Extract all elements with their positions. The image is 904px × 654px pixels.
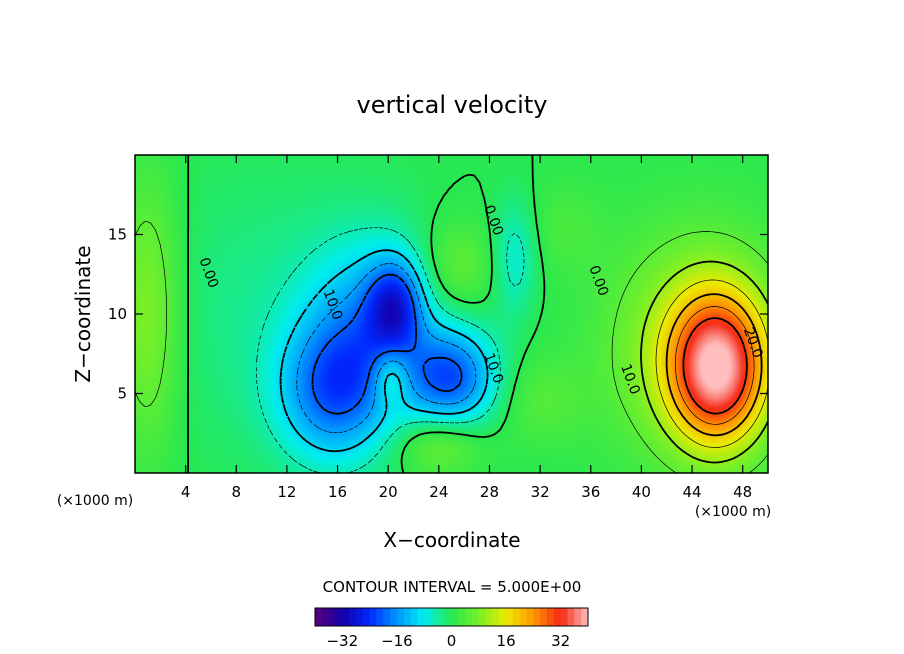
colorbar-cell <box>369 608 377 626</box>
colorbar-tick-label: −32 <box>326 632 358 650</box>
colorbar-cell <box>451 608 459 626</box>
colorbar-cell <box>526 608 534 626</box>
colorbar-cell <box>335 608 343 626</box>
contour-interval-text: CONTOUR INTERVAL = 5.000E+00 <box>323 578 582 596</box>
colorbar-cell <box>485 608 493 626</box>
colorbar-cell <box>471 608 480 626</box>
colorbar-cell <box>499 608 507 626</box>
contour-30 <box>682 317 748 415</box>
contour-5 <box>135 220 768 473</box>
colorbar-cell <box>403 608 412 626</box>
colorbar-cell <box>519 608 528 626</box>
colorbar-cell <box>376 608 384 626</box>
colorbar-cell <box>362 608 371 626</box>
x-tick-label: 32 <box>531 483 550 501</box>
colorbar-cell <box>321 608 330 626</box>
x-tick-label: 16 <box>328 483 347 501</box>
colorbar-cell <box>417 608 425 626</box>
colorbar-cell <box>492 608 500 626</box>
colorbar-cell <box>540 608 548 626</box>
colorbar-cell <box>444 608 452 626</box>
y-tick-label: 15 <box>108 226 127 244</box>
contour--10 <box>279 249 489 453</box>
x-tick-label: 12 <box>277 483 296 501</box>
colorbar-tick-label: 32 <box>551 632 570 650</box>
colorbar-cell <box>581 608 589 626</box>
contour--20 <box>311 273 463 415</box>
colorbar-cell <box>342 608 350 626</box>
colorbar-cell <box>349 608 357 626</box>
x-tick-label: 48 <box>733 483 752 501</box>
y-axis-ticks: 5 10 15 <box>108 226 768 403</box>
x-tick-label: 20 <box>379 483 398 501</box>
colorbar-cell <box>410 608 418 626</box>
colorbar-cell <box>431 608 439 626</box>
contour-0 <box>187 155 546 473</box>
colorbar-cell <box>328 608 336 626</box>
colorbar-cell <box>383 608 391 626</box>
x-tick-label: 24 <box>429 483 448 501</box>
x-tick-label: 44 <box>682 483 701 501</box>
x-axis-label: X−coordinate <box>383 528 520 552</box>
colorbar-cell <box>396 608 405 626</box>
contour-10 <box>640 260 768 464</box>
x-unit-left: (×1000 m) <box>57 493 133 509</box>
contour-20 <box>665 293 763 437</box>
colorbar-tick-label: 0 <box>447 632 457 650</box>
colorbar-tick-label: 16 <box>497 632 516 650</box>
x-tick-label: 8 <box>232 483 242 501</box>
colorbar-ticks: −32 −16 0 16 32 <box>326 632 570 650</box>
contour-lines <box>135 155 768 473</box>
contour-15 <box>655 279 768 448</box>
contour--5 <box>256 227 525 473</box>
x-tick-label: 36 <box>581 483 600 501</box>
colorbar-frame <box>314 607 589 627</box>
colorbar-cell <box>506 608 514 626</box>
colorbar-cell <box>553 608 562 626</box>
colorbar-tick-label: −16 <box>381 632 413 650</box>
colorbar <box>314 607 589 627</box>
x-axis-ticks: 4 8 12 16 20 24 28 32 36 40 44 48 <box>181 155 752 501</box>
y-tick-label: 5 <box>117 385 127 403</box>
x-tick-label: 4 <box>181 483 191 501</box>
y-tick-label: 10 <box>108 305 127 323</box>
colorbar-cell <box>390 608 398 626</box>
colorbar-cell <box>512 608 521 626</box>
colorbar-cell <box>424 608 432 626</box>
velocity-field <box>135 155 768 473</box>
colorbar-cell <box>567 608 575 626</box>
x-tick-label: 28 <box>480 483 499 501</box>
colorbar-cell <box>355 608 364 626</box>
colorbar-cell <box>574 608 582 626</box>
colorbar-cell <box>315 608 323 626</box>
contour--15 <box>296 263 477 434</box>
colorbar-cell <box>458 608 466 626</box>
y-axis-label: Z−coordinate <box>71 245 95 382</box>
colorbar-cell <box>533 608 541 626</box>
colorbar-cell <box>560 608 569 626</box>
colorbar-cell <box>547 608 555 626</box>
chart-title: vertical velocity <box>357 91 548 119</box>
field-raster <box>135 155 768 473</box>
contour-25 <box>674 306 755 425</box>
x-unit-right: (×1000 m) <box>695 504 771 520</box>
colorbar-cell <box>437 608 446 626</box>
colorbar-cell <box>465 608 473 626</box>
x-tick-label: 40 <box>632 483 651 501</box>
colorbar-cell <box>478 608 487 626</box>
